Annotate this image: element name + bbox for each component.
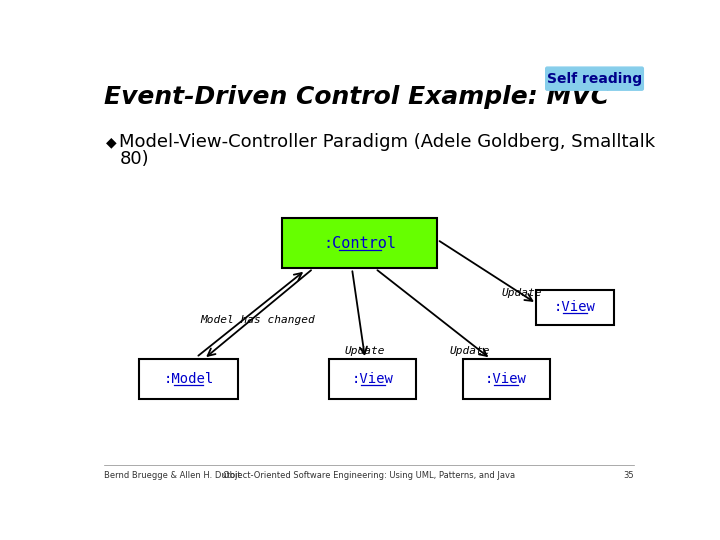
FancyBboxPatch shape (139, 359, 238, 399)
Text: Model has changed: Model has changed (200, 315, 315, 326)
Text: Update: Update (345, 346, 385, 356)
Text: :View: :View (352, 372, 394, 386)
Text: 35: 35 (624, 471, 634, 481)
Text: Bernd Bruegge & Allen H. Dutoit: Bernd Bruegge & Allen H. Dutoit (104, 471, 240, 481)
Text: Update: Update (449, 346, 490, 356)
FancyBboxPatch shape (330, 359, 416, 399)
FancyBboxPatch shape (546, 67, 644, 90)
Text: :View: :View (485, 372, 527, 386)
Text: Update: Update (501, 288, 542, 298)
Text: Object-Oriented Software Engineering: Using UML, Patterns, and Java: Object-Oriented Software Engineering: Us… (223, 471, 515, 481)
Text: 80): 80) (120, 150, 149, 168)
FancyBboxPatch shape (282, 218, 437, 268)
Text: Event-Driven Control Example: MVC: Event-Driven Control Example: MVC (104, 85, 609, 109)
Text: Model-View-Controller Paradigm (Adele Goldberg, Smalltalk: Model-View-Controller Paradigm (Adele Go… (120, 133, 656, 151)
Text: :Control: :Control (323, 236, 396, 251)
Text: Self reading: Self reading (547, 72, 642, 86)
FancyBboxPatch shape (463, 359, 549, 399)
Text: :View: :View (554, 300, 596, 314)
Text: ◆: ◆ (106, 135, 116, 149)
Text: :Model: :Model (163, 372, 214, 386)
FancyBboxPatch shape (536, 289, 614, 325)
